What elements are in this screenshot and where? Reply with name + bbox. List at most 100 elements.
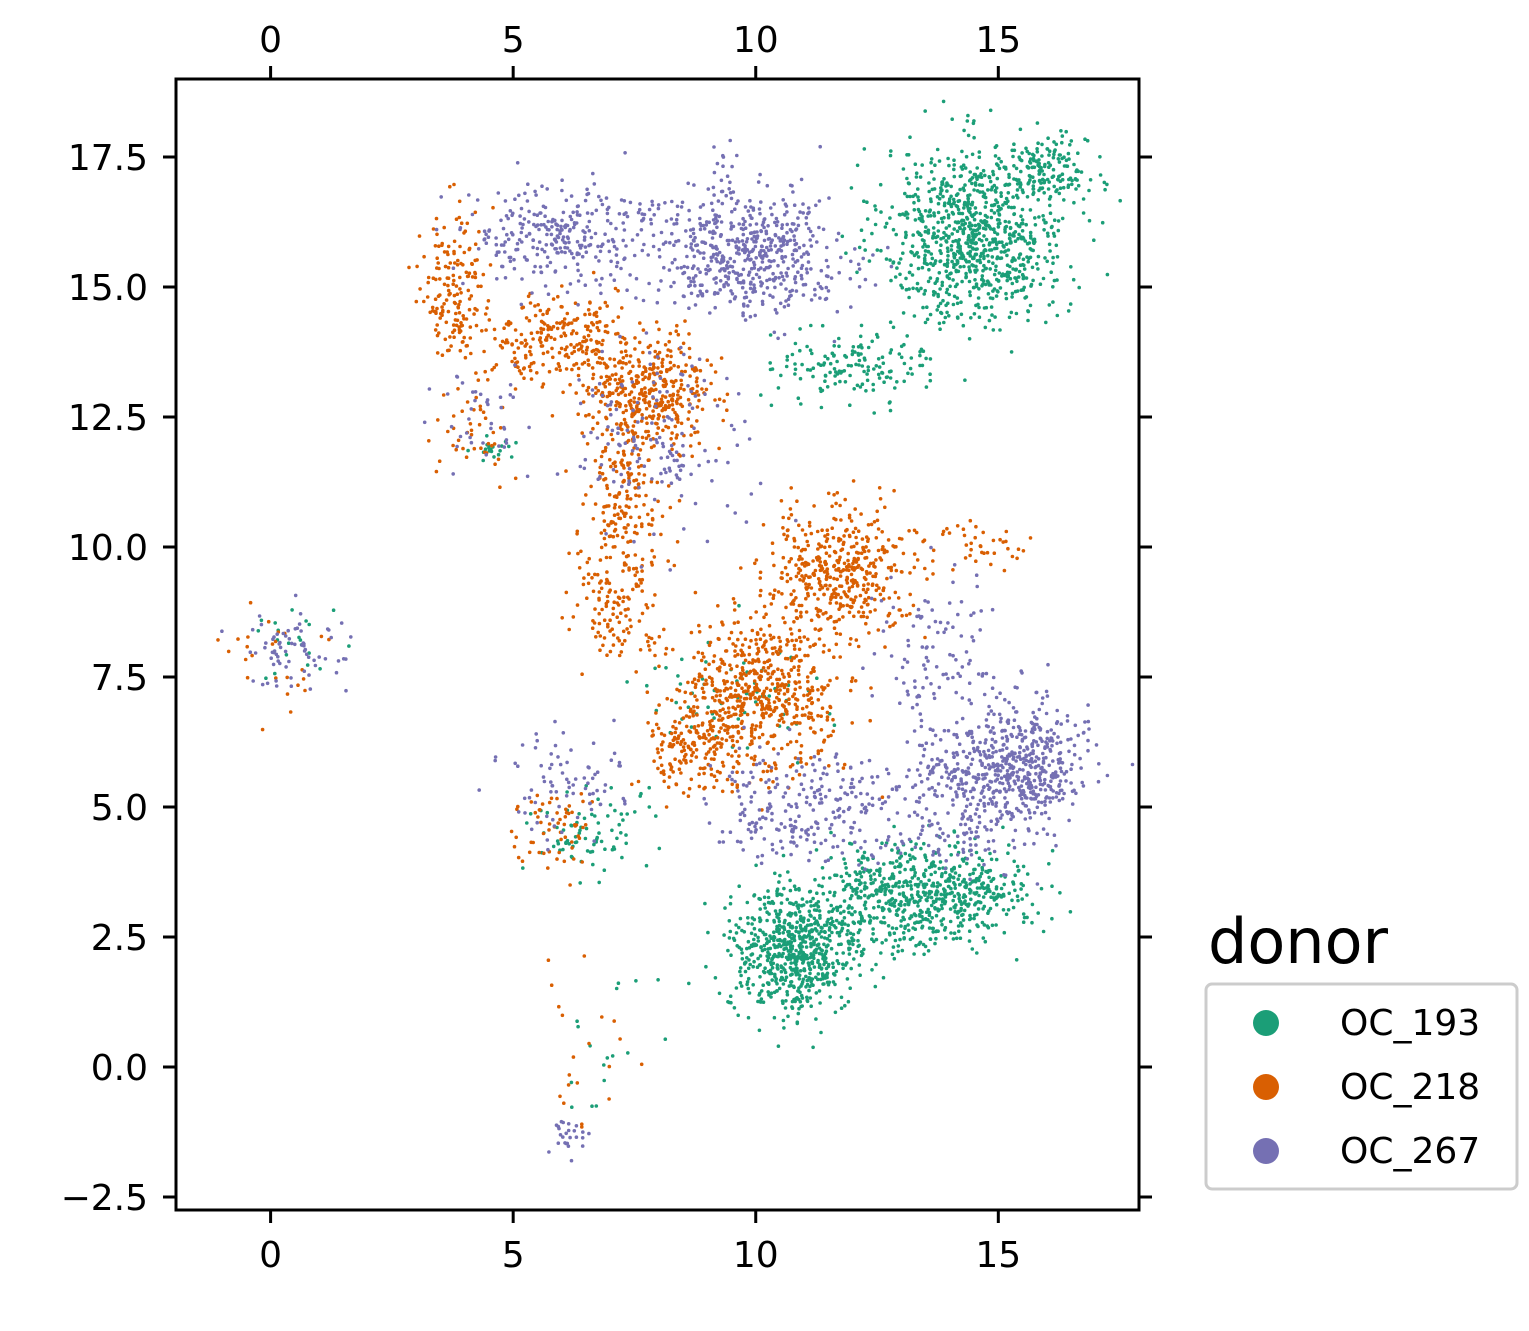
data-point	[796, 396, 801, 401]
data-point	[549, 327, 554, 332]
data-point	[595, 421, 600, 426]
data-point	[1046, 136, 1050, 140]
data-point	[1021, 257, 1026, 262]
data-point	[759, 945, 763, 950]
data-point	[631, 566, 636, 571]
data-point	[860, 567, 865, 572]
data-point	[745, 980, 750, 984]
data-point	[647, 401, 651, 405]
data-point	[778, 892, 782, 897]
data-point	[624, 530, 628, 535]
data-point	[886, 565, 891, 570]
data-point	[769, 403, 774, 408]
data-point	[967, 929, 972, 933]
data-point	[975, 886, 980, 890]
data-point	[560, 305, 564, 309]
data-point	[513, 387, 518, 391]
data-point	[818, 1001, 822, 1005]
data-point	[1074, 187, 1078, 191]
data-point	[759, 588, 763, 593]
data-point	[708, 640, 713, 645]
data-point	[646, 512, 650, 517]
data-point	[829, 856, 833, 860]
data-point	[634, 409, 639, 414]
data-point	[546, 333, 551, 338]
data-point	[931, 926, 935, 931]
data-point	[803, 952, 807, 957]
data-point	[828, 876, 832, 880]
data-point	[777, 698, 781, 703]
data-point	[780, 939, 784, 943]
data-point	[738, 695, 743, 699]
data-point	[819, 935, 824, 939]
data-point	[937, 321, 942, 326]
data-point	[1018, 185, 1022, 189]
data-point	[789, 602, 793, 606]
data-point	[851, 561, 855, 566]
data-point	[915, 920, 919, 924]
data-point	[594, 635, 598, 639]
data-point	[980, 277, 984, 282]
data-point	[811, 718, 815, 722]
data-point	[433, 297, 438, 302]
data-point	[952, 167, 956, 172]
data-point	[877, 586, 881, 590]
data-point	[764, 937, 769, 941]
data-point	[850, 893, 854, 898]
data-point	[923, 566, 927, 571]
data-point	[823, 534, 827, 538]
data-point	[849, 966, 853, 971]
data-point	[641, 350, 645, 355]
data-point	[869, 877, 873, 881]
data-point	[968, 913, 972, 918]
data-point	[833, 1010, 838, 1015]
data-point	[771, 780, 775, 784]
data-point	[967, 279, 972, 284]
data-point	[637, 472, 641, 476]
data-point	[888, 376, 893, 380]
data-point	[912, 952, 916, 956]
data-point	[978, 211, 982, 216]
data-point	[473, 306, 477, 311]
data-point	[1011, 905, 1016, 910]
data-point	[587, 312, 592, 317]
data-point	[801, 547, 805, 552]
data-point	[451, 273, 456, 278]
data-point	[753, 754, 757, 759]
data-point	[603, 300, 608, 305]
data-point	[602, 636, 607, 640]
data-point	[643, 375, 647, 380]
data-point	[805, 705, 809, 709]
data-point	[863, 893, 867, 898]
data-point	[608, 555, 613, 560]
data-point	[731, 597, 736, 601]
data-point	[1002, 894, 1006, 898]
data-point	[827, 928, 832, 932]
data-point	[597, 598, 601, 602]
data-point	[1029, 236, 1033, 240]
data-point	[669, 379, 674, 384]
data-point	[603, 329, 608, 334]
data-point	[923, 109, 927, 113]
data-point	[476, 284, 480, 289]
data-point	[627, 360, 632, 364]
data-point	[459, 291, 463, 295]
data-point	[781, 942, 786, 947]
data-point	[842, 540, 846, 545]
data-point	[831, 535, 836, 540]
data-point	[666, 399, 670, 404]
data-point	[782, 926, 786, 930]
data-point	[873, 597, 877, 602]
data-point	[813, 627, 818, 631]
data-point	[431, 227, 436, 231]
data-point	[892, 824, 896, 829]
data-point	[968, 170, 972, 174]
data-point	[825, 528, 830, 532]
data-point	[622, 561, 627, 565]
data-point	[656, 416, 660, 421]
data-point	[807, 890, 812, 894]
data-point	[816, 597, 820, 601]
data-point	[659, 732, 664, 736]
data-point	[639, 463, 644, 468]
data-point	[695, 389, 699, 394]
